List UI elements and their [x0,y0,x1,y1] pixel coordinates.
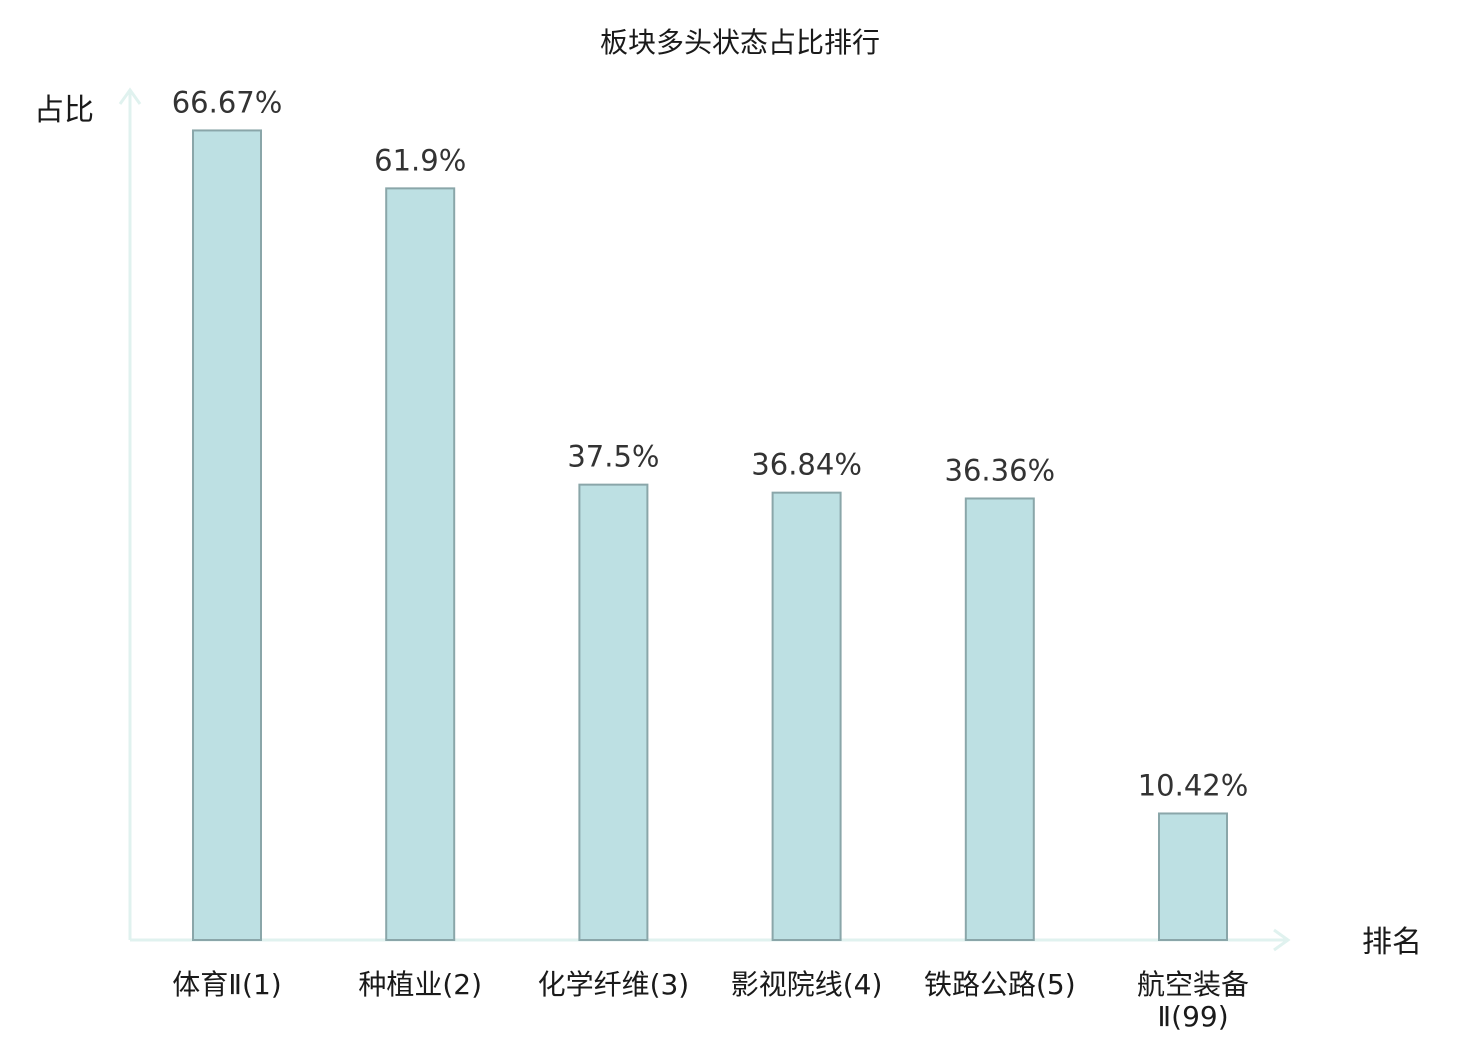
value-label-1: 66.67% [172,85,283,119]
bar-1 [192,129,262,941]
y-axis-label: 占比 [34,93,94,128]
bar-6 [1158,812,1228,942]
value-label-4: 36.84% [751,448,862,482]
bar-3 [578,483,649,941]
value-label-2: 61.9% [374,143,466,177]
bars-group [192,129,1228,942]
value-label-5: 36.36% [945,453,1056,487]
chart-title: 板块多头状态占比排行 [600,26,880,59]
category-label-line: Ⅱ(99) [1157,1000,1228,1033]
value-label-6: 10.42% [1138,768,1249,802]
bar-4 [771,491,842,941]
category-label-4: 影视院线(4) [731,968,883,1001]
category-labels-group: 体育Ⅱ(1) 种植业(2) 化学纤维(3) 影视院线(4) 铁路公路(5) 航空装备 Ⅱ(9… [172,968,1249,1033]
category-label-3: 化学纤维(3) [538,968,690,1001]
x-axis-arrow [1273,928,1291,952]
category-label-line: 铁路公路(5) [924,968,1076,1001]
category-label-2: 种植业(2) [358,968,482,1001]
category-label-line: 航空装备 [1137,968,1249,1001]
category-label-line: 种植业(2) [358,968,482,1001]
x-axis-label: 排名 [1362,925,1422,960]
category-label-5: 铁路公路(5) [924,968,1076,1001]
value-labels-group: 66.67% 61.9% 37.5% 36.84% 36.36% 10.42% [172,85,1249,802]
bar-2 [385,187,456,942]
category-label-line: 体育Ⅱ(1) [172,968,281,1001]
y-axis-arrow [118,87,142,105]
category-label-line: 影视院线(4) [731,968,883,1001]
category-label-line: 化学纤维(3) [538,968,690,1001]
bar-5 [964,497,1035,941]
axes [118,87,1291,952]
category-label-1: 体育Ⅱ(1) [172,968,281,1001]
category-label-6: 航空装备 Ⅱ(99) [1137,968,1249,1033]
value-label-3: 37.5% [567,440,659,474]
